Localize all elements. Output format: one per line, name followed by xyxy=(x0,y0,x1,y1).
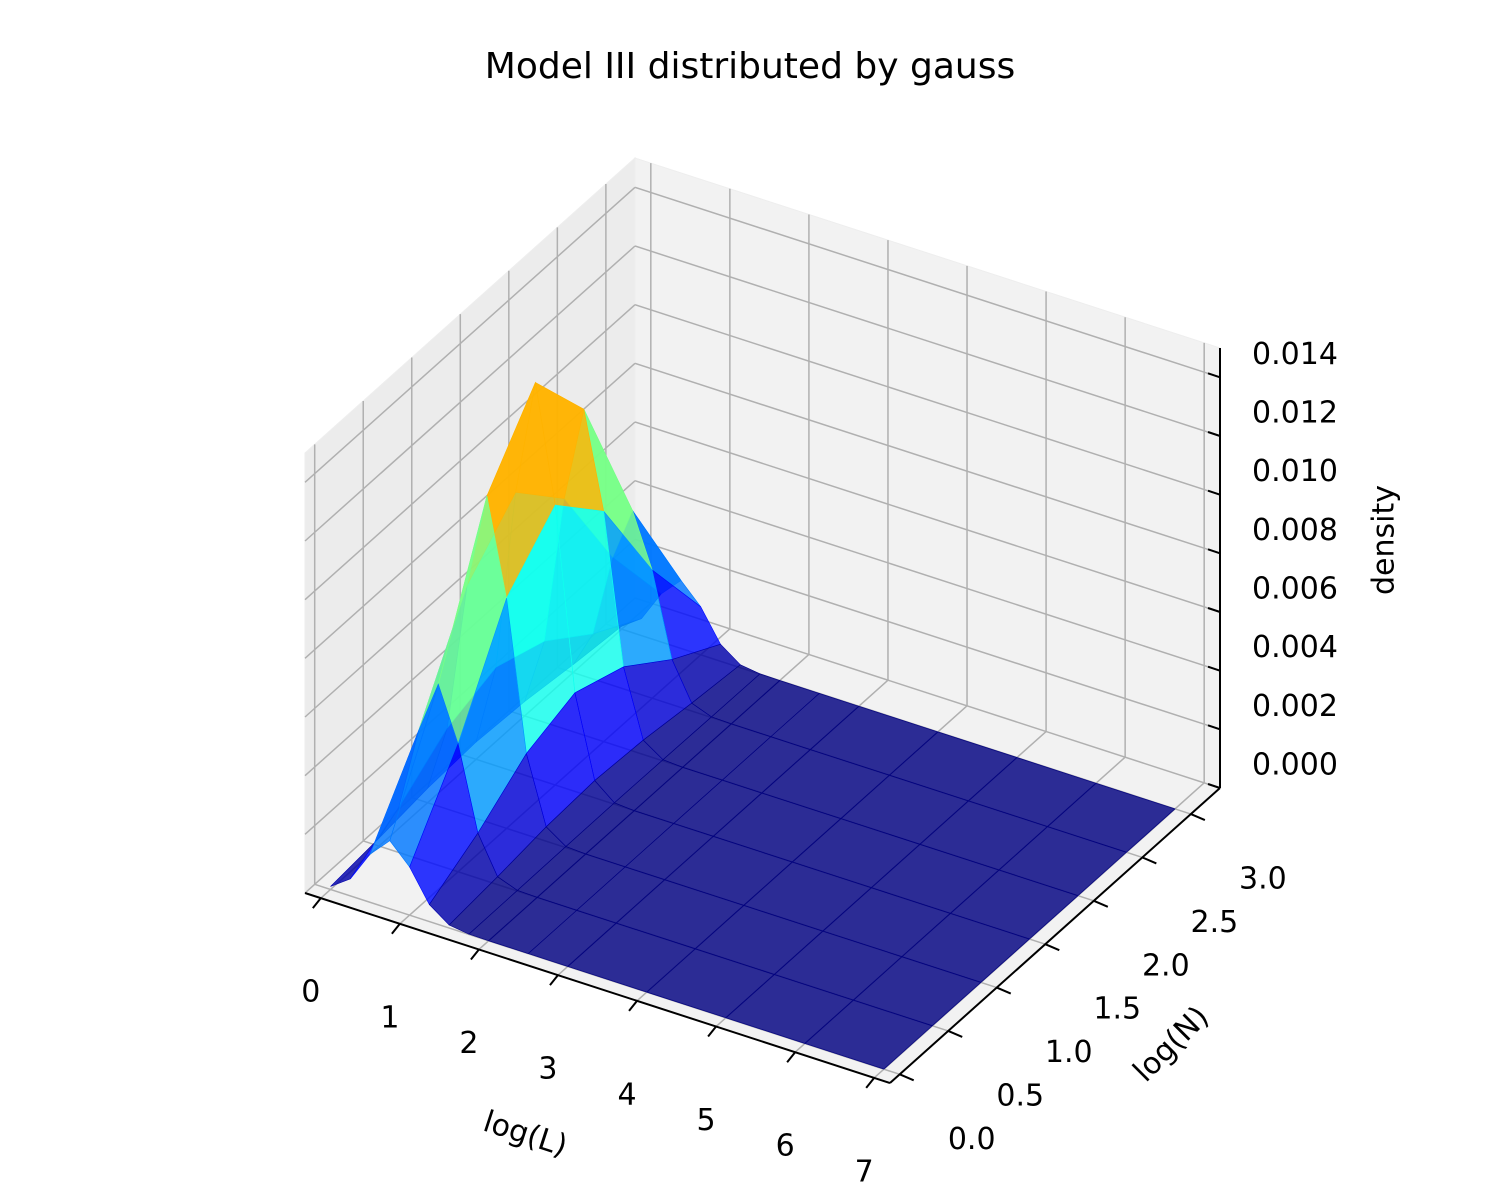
x-tick-label: 2 xyxy=(459,1026,478,1061)
tick-mark xyxy=(707,1025,717,1038)
tick-mark xyxy=(947,1030,963,1038)
z-tick-label: 0.002 xyxy=(1252,689,1338,724)
y-tick-label: 2.5 xyxy=(1190,905,1238,940)
grid-line xyxy=(304,304,636,601)
chart-title: Model III distributed by gauss xyxy=(485,46,1015,87)
y-tick-label: 2.0 xyxy=(1142,948,1190,983)
z-tick-label: 0.006 xyxy=(1252,572,1338,607)
surface-facet xyxy=(804,999,933,1070)
grid-line xyxy=(634,303,1221,496)
tick-mark xyxy=(1190,813,1206,821)
z-tick-label: 0.004 xyxy=(1252,630,1338,665)
y-tick-label: 0.5 xyxy=(996,1078,1044,1113)
tick-mark xyxy=(549,974,559,986)
grid-line xyxy=(634,538,1221,731)
grid-line xyxy=(634,421,1221,613)
tick-mark xyxy=(1207,372,1221,379)
z-axis-label: density xyxy=(1367,485,1402,595)
tick-mark xyxy=(1141,856,1157,865)
grid-line xyxy=(634,186,1221,379)
z-tick-label: 0.000 xyxy=(1252,748,1338,783)
grid-line xyxy=(634,597,1221,789)
y-tick-label: 0.0 xyxy=(948,1122,996,1157)
grid-line xyxy=(304,186,636,483)
tick-mark xyxy=(1044,943,1060,952)
x-tick-label: 0 xyxy=(301,975,320,1010)
tick-mark xyxy=(391,923,401,935)
tick-mark xyxy=(996,986,1012,995)
tick-mark xyxy=(1093,899,1109,908)
z-tick-label: 0.008 xyxy=(1252,513,1338,548)
tick-mark xyxy=(470,948,480,961)
grid-line xyxy=(634,479,1221,672)
x-tick-label: 7 xyxy=(855,1154,874,1189)
tick-mark xyxy=(899,1073,915,1082)
y-tick-label: 3.0 xyxy=(1239,862,1287,897)
y-tick-label: 1.0 xyxy=(1045,1035,1093,1070)
grid-line xyxy=(304,245,636,542)
z-tick-label: 0.014 xyxy=(1252,337,1338,372)
x-axis-label: log(L) xyxy=(479,1104,571,1164)
x-tick-label: 6 xyxy=(776,1129,795,1164)
x-tick-label: 5 xyxy=(697,1103,716,1138)
grid-line xyxy=(634,245,1221,437)
axis-line xyxy=(304,892,891,1084)
x-tick-label: 3 xyxy=(538,1052,557,1087)
tick-mark xyxy=(786,1051,796,1063)
tick-mark xyxy=(1207,548,1221,555)
tick-mark xyxy=(1207,724,1221,731)
tick-mark xyxy=(865,1077,875,1089)
tick-mark xyxy=(1207,431,1221,437)
x-tick-label: 4 xyxy=(617,1077,636,1112)
tick-mark xyxy=(312,897,322,909)
axis-line xyxy=(889,787,1221,1084)
tick-mark xyxy=(1207,783,1221,789)
y-tick-label: 1.5 xyxy=(1093,992,1141,1027)
tick-mark xyxy=(1207,489,1221,496)
tick-mark xyxy=(1207,665,1221,672)
tick-mark xyxy=(1207,607,1221,613)
x-tick-label: 1 xyxy=(380,1000,399,1035)
z-tick-label: 0.010 xyxy=(1252,454,1338,489)
tick-mark xyxy=(628,1000,638,1012)
z-tick-label: 0.012 xyxy=(1252,396,1338,431)
grid-line xyxy=(634,362,1221,555)
